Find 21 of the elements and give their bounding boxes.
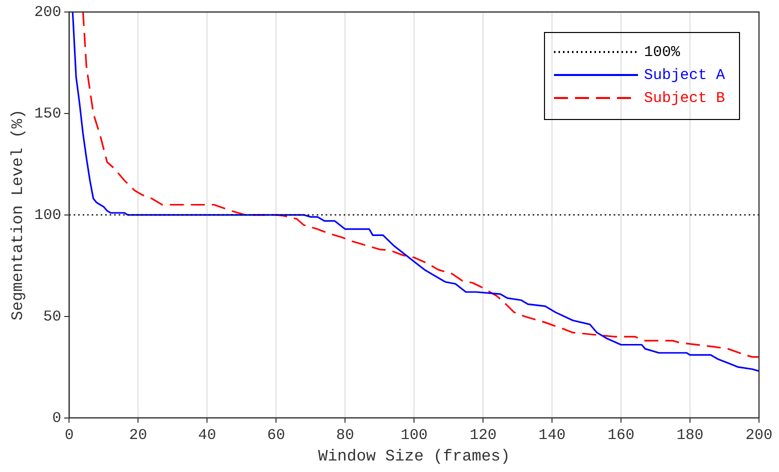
text: Subject A: [644, 66, 725, 84]
x-axis-title: Window Size (frames): [318, 448, 510, 466]
text: 100%: [644, 44, 681, 61]
text: Subject B: [644, 90, 725, 107]
y-axis-title: Segmentation Level (%): [8, 109, 27, 321]
y-tick-label: 150: [34, 105, 62, 122]
x-tick-label: 160: [608, 426, 635, 444]
x-tick-label: 140: [538, 426, 566, 444]
x-tick-label: 100: [400, 426, 428, 444]
y-tick-label: 100: [34, 206, 62, 224]
y-tick-label: 0: [52, 410, 62, 427]
x-tick-label: 20: [129, 426, 148, 444]
y-tick-label: 50: [43, 308, 62, 326]
x-tick-label: 0: [64, 426, 74, 444]
x-tick-label: 60: [267, 426, 286, 444]
x-tick-label: 180: [676, 426, 704, 444]
x-tick-label: 40: [198, 426, 216, 444]
x-tick-label: 80: [336, 426, 354, 444]
x-tick-label: 200: [745, 426, 773, 444]
y-tick-label: 200: [34, 4, 62, 21]
x-tick-label: 120: [470, 426, 497, 444]
